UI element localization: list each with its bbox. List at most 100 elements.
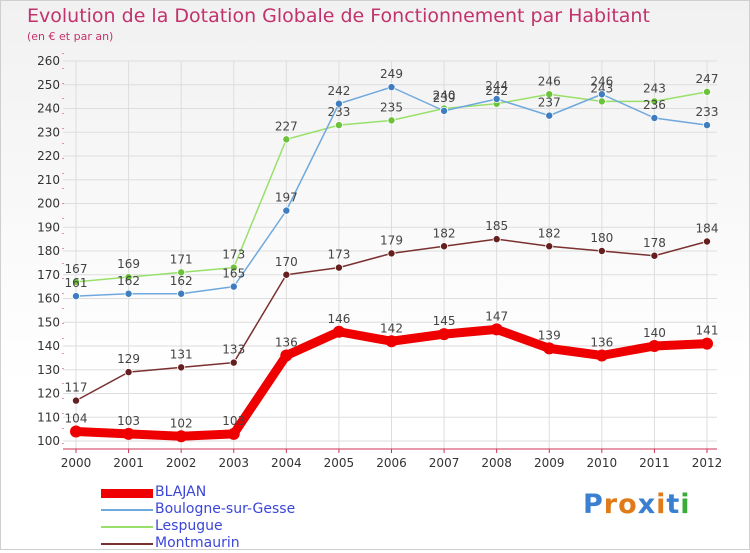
data-label-lespugue: 242 [485, 84, 508, 98]
data-point-lespugue [282, 135, 291, 144]
y-tick-label: 250 [37, 78, 60, 92]
data-label-boulogne-sur-gesse: 162 [117, 274, 140, 288]
data-label-montmaurin: 185 [485, 219, 508, 233]
y-tick-label: 190 [37, 220, 60, 234]
data-point-blajan [332, 325, 345, 338]
data-label-lespugue: 243 [643, 81, 666, 95]
legend-label: Montmaurin [155, 535, 240, 551]
legend-swatch [101, 543, 153, 545]
data-label-montmaurin: 180 [590, 231, 613, 245]
data-point-blajan [543, 342, 556, 355]
data-label-montmaurin: 182 [433, 226, 456, 240]
data-label-lespugue: 227 [275, 119, 298, 133]
data-point-blajan [701, 337, 713, 350]
data-point-boulogne-sur-gesse [703, 121, 712, 130]
data-label-montmaurin: 117 [65, 381, 88, 395]
data-label-blajan: 147 [485, 309, 508, 323]
y-tick-label: 230 [37, 125, 60, 139]
data-label-boulogne-sur-gesse: 249 [380, 67, 403, 81]
data-point-montmaurin [334, 263, 343, 272]
data-label-lespugue: 173 [222, 248, 245, 262]
x-tick-label: 2008 [481, 456, 512, 470]
y-tick-label: 210 [37, 173, 60, 187]
data-point-boulogne-sur-gesse [229, 282, 238, 291]
chart-subtitle: (en € et par an) [27, 30, 114, 43]
data-point-montmaurin [440, 242, 449, 251]
data-point-montmaurin [282, 270, 291, 279]
x-tick-label: 2011 [639, 456, 670, 470]
data-label-lespugue: 235 [380, 100, 403, 114]
logo-letter: P [583, 489, 604, 520]
data-label-blajan: 145 [433, 314, 456, 328]
legend-swatch [101, 526, 153, 528]
data-label-boulogne-sur-gesse: 237 [538, 96, 561, 110]
data-point-montmaurin [229, 358, 238, 367]
data-point-boulogne-sur-gesse [492, 95, 501, 104]
data-point-montmaurin [597, 246, 606, 255]
y-tick-label: 100 [37, 434, 60, 448]
y-tick-label: 130 [37, 363, 60, 377]
x-tick-label: 2006 [376, 456, 407, 470]
data-point-boulogne-sur-gesse [387, 83, 396, 92]
data-point-lespugue [124, 273, 133, 282]
legend-swatch [101, 509, 153, 511]
data-label-boulogne-sur-gesse: 242 [327, 84, 350, 98]
x-tick-label: 2012 [692, 456, 723, 470]
logo-letter: x [637, 489, 657, 520]
data-point-lespugue [177, 268, 186, 277]
data-label-montmaurin: 170 [275, 255, 298, 269]
x-tick-label: 2009 [534, 456, 565, 470]
data-label-lespugue: 246 [538, 74, 561, 88]
data-label-blajan: 102 [170, 416, 193, 430]
data-label-blajan: 103 [222, 414, 245, 428]
data-label-montmaurin: 182 [538, 226, 561, 240]
data-label-boulogne-sur-gesse: 233 [696, 105, 719, 119]
data-label-lespugue: 240 [433, 89, 456, 103]
data-point-lespugue [545, 90, 554, 99]
data-point-blajan [280, 349, 293, 362]
data-label-lespugue: 243 [590, 81, 613, 95]
data-point-boulogne-sur-gesse [545, 111, 554, 120]
y-tick-label: 260 [37, 54, 60, 68]
data-point-blajan [175, 430, 188, 443]
data-point-montmaurin [72, 396, 81, 405]
y-tick-label: 160 [37, 292, 60, 306]
data-label-boulogne-sur-gesse: 239 [433, 91, 456, 105]
y-tick-label: 110 [37, 410, 60, 424]
data-label-boulogne-sur-gesse: 244 [485, 79, 508, 93]
x-tick-label: 2004 [271, 456, 302, 470]
logo-letter: i [656, 489, 667, 520]
data-label-boulogne-sur-gesse: 197 [275, 191, 298, 205]
data-point-lespugue [72, 277, 81, 286]
logo-letter: o [618, 489, 638, 520]
logo-letter: t [666, 489, 681, 520]
legend-swatch [101, 488, 153, 498]
x-tick-label: 2005 [324, 456, 355, 470]
data-point-blajan [490, 323, 503, 336]
logo-letter: i [680, 489, 691, 520]
data-point-blajan [595, 349, 608, 362]
data-label-montmaurin: 184 [696, 222, 719, 236]
data-point-lespugue [229, 263, 238, 272]
proxiti-logo: Proxiti [583, 489, 691, 520]
data-label-blajan: 142 [380, 321, 403, 335]
data-point-boulogne-sur-gesse [177, 289, 186, 298]
logo-letter: r [603, 489, 619, 520]
data-point-boulogne-sur-gesse [282, 206, 291, 215]
data-point-boulogne-sur-gesse [124, 289, 133, 298]
x-tick-label: 2000 [61, 456, 92, 470]
data-point-blajan [70, 425, 82, 438]
data-point-boulogne-sur-gesse [334, 99, 343, 108]
data-point-blajan [438, 328, 451, 341]
data-label-lespugue: 167 [65, 262, 88, 276]
y-tick-label: 240 [37, 102, 60, 116]
data-point-blajan [648, 340, 661, 352]
y-tick-label: 170 [37, 268, 60, 282]
x-tick-label: 2001 [113, 456, 144, 470]
data-point-boulogne-sur-gesse [597, 90, 606, 99]
legend-label: Boulogne-sur-Gesse [155, 501, 296, 517]
data-point-montmaurin [545, 242, 554, 251]
data-label-blajan: 140 [643, 326, 666, 340]
data-point-montmaurin [177, 363, 186, 372]
